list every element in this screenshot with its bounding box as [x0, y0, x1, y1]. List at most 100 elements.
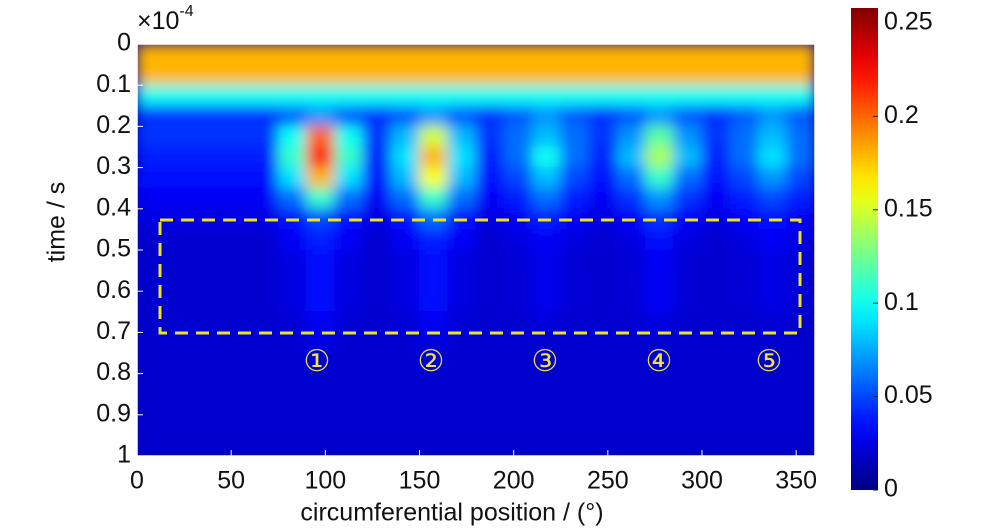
heatmap-cell — [588, 434, 618, 456]
heatmap-cell — [390, 208, 420, 230]
heatmap-cell — [249, 331, 279, 354]
x-tick-label: 300 — [681, 467, 723, 495]
heatmap-cell — [221, 146, 251, 169]
heatmap-cell — [419, 84, 449, 107]
heatmap-cell — [137, 373, 166, 395]
heatmap-cell — [758, 105, 788, 127]
heatmap-cell — [701, 290, 731, 313]
heatmap-cell — [616, 414, 646, 436]
heatmap-cell — [786, 44, 815, 66]
heatmap-cell — [588, 270, 618, 292]
heatmap-cell — [277, 44, 307, 66]
heatmap-cell — [334, 84, 364, 107]
heatmap-cell — [447, 414, 477, 436]
heatmap-cell — [729, 331, 759, 354]
heatmap-cell — [588, 187, 618, 210]
heatmap-cell — [532, 352, 562, 375]
heatmap-cell — [362, 187, 392, 210]
heatmap-cell — [249, 434, 279, 456]
heatmap-cell — [334, 208, 364, 230]
heatmap-cell — [560, 331, 590, 354]
heatmap-cell — [419, 311, 449, 333]
heatmap-cell — [334, 44, 364, 66]
heatmap-cell — [729, 414, 759, 436]
heatmap-cell — [588, 228, 618, 251]
heatmap-cell — [164, 228, 194, 251]
heatmap-cell — [588, 44, 618, 66]
heatmap-cell — [758, 352, 788, 375]
heatmap-cell — [616, 331, 646, 354]
heatmap-cell — [362, 146, 392, 169]
heatmap-cell — [390, 290, 420, 313]
heatmap-cell — [560, 105, 590, 127]
heatmap-cell — [673, 167, 703, 189]
x-tick-label: 200 — [493, 467, 535, 495]
heatmap-cell — [334, 125, 364, 148]
heatmap-cell — [249, 311, 279, 333]
heatmap-cell — [193, 146, 223, 169]
x-tick-label: 100 — [304, 467, 346, 495]
heatmap-cell — [193, 290, 223, 313]
heatmap-cell — [249, 393, 279, 416]
heatmap-cell — [786, 373, 815, 395]
heatmap-cell — [419, 373, 449, 395]
heatmap-cell — [588, 331, 618, 354]
heatmap-cell — [193, 270, 223, 292]
heatmap-cell — [673, 64, 703, 86]
heatmap-cell — [616, 373, 646, 395]
heatmap-cell — [588, 146, 618, 169]
multiplier-base: ×10 — [137, 7, 179, 35]
heatmap-cell — [475, 434, 505, 456]
heatmap-cell — [334, 228, 364, 251]
y-tick-label: 0.2 — [96, 111, 131, 139]
heatmap-cell — [588, 393, 618, 416]
heatmap-cell — [560, 146, 590, 169]
heatmap-cell — [249, 187, 279, 210]
heatmap-cell — [673, 290, 703, 313]
heatmap-cell — [503, 125, 533, 148]
x-tick-label: 50 — [217, 467, 245, 495]
heatmap-cell — [419, 64, 449, 86]
heatmap-cell — [277, 228, 307, 251]
heatmap-cell — [560, 167, 590, 189]
heatmap-cell — [137, 146, 166, 169]
heatmap-cell — [701, 44, 731, 66]
heatmap-cell — [137, 44, 166, 66]
heatmap-cell — [447, 84, 477, 107]
heatmap-cell — [729, 373, 759, 395]
heatmap-cell — [786, 105, 815, 127]
heatmap-cell — [390, 249, 420, 272]
heatmap-cell — [164, 373, 194, 395]
heatmap-cell — [306, 352, 336, 375]
heatmap-cell — [334, 105, 364, 127]
heatmap-cell — [221, 84, 251, 107]
heatmap-cell — [390, 373, 420, 395]
heatmap-cell — [221, 105, 251, 127]
heatmap-cell — [532, 290, 562, 313]
heatmap-cell — [164, 64, 194, 86]
heatmap-cell — [616, 125, 646, 148]
heatmap-cell — [475, 84, 505, 107]
heatmap-cell — [729, 311, 759, 333]
heatmap-cell — [475, 414, 505, 436]
heatmap-cell — [758, 84, 788, 107]
heatmap-cell — [701, 414, 731, 436]
heatmap-cell — [729, 167, 759, 189]
heatmap-cell — [447, 311, 477, 333]
heatmap-cell — [164, 290, 194, 313]
heatmap-cell — [362, 414, 392, 436]
heatmap-cell — [758, 146, 788, 169]
heatmap-cell — [758, 331, 788, 354]
x-tick-label: 150 — [399, 467, 441, 495]
heatmap-cell — [673, 146, 703, 169]
heatmap-cell — [475, 44, 505, 66]
heatmap-cell — [532, 64, 562, 86]
heatmap-cell — [164, 125, 194, 148]
heatmap-cell — [645, 44, 675, 66]
heatmap-cell — [221, 352, 251, 375]
heatmap-cell — [334, 146, 364, 169]
heatmap-cell — [362, 352, 392, 375]
heatmap-cell — [362, 331, 392, 354]
heatmap-cell — [475, 352, 505, 375]
